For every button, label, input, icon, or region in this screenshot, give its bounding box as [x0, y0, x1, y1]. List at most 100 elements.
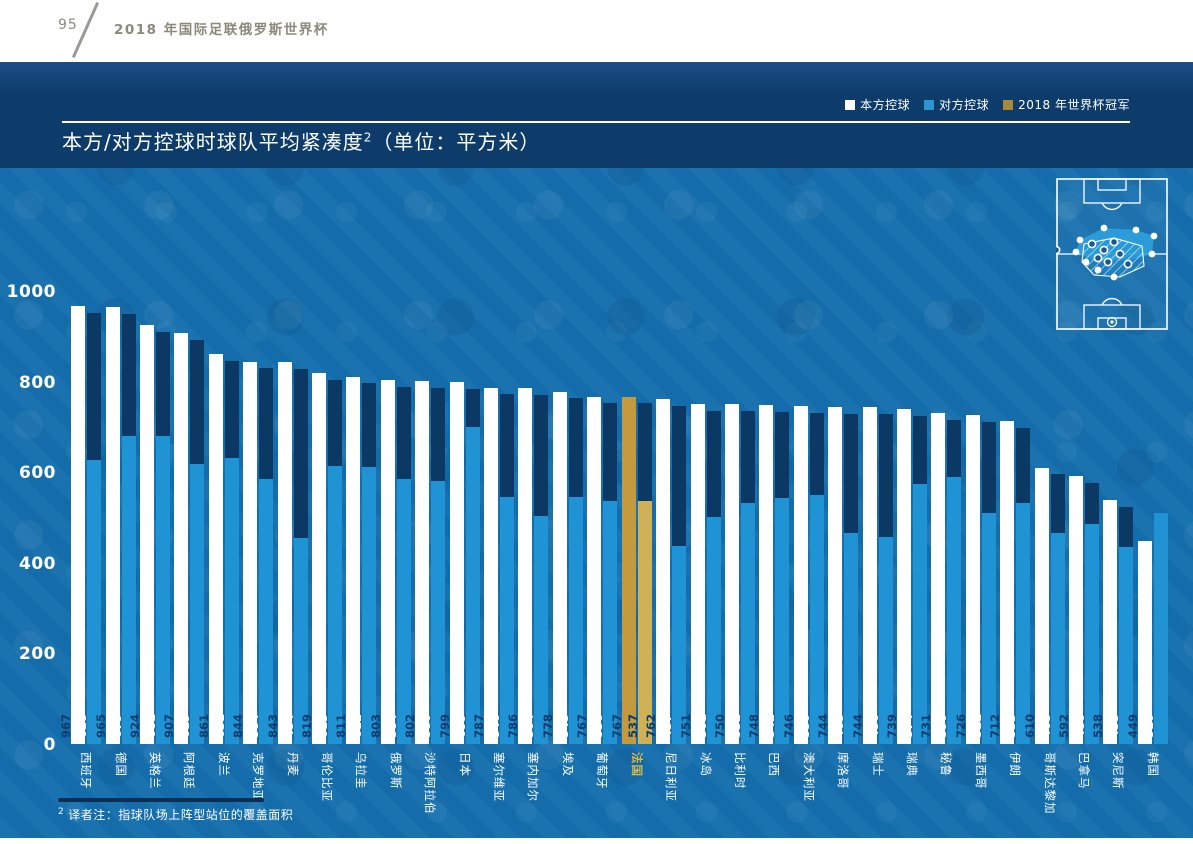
legend-swatch [845, 99, 856, 110]
bar-group: 965 679 德国 [94, 291, 137, 777]
opponent-value-label: 465 [832, 713, 847, 738]
own-possession-bar: 799 [438, 382, 464, 744]
opponent-bar-backdrop: 545 [557, 398, 583, 744]
opponent-possession-bar: 536 [591, 501, 618, 744]
team-label: 摩洛哥 [836, 752, 851, 790]
team-label: 澳大利亚 [801, 752, 816, 802]
opponent-value-label: 532 [728, 713, 743, 738]
own-possession-bar: 786 [506, 387, 533, 744]
bar-group: 731 590 秘鲁 [919, 291, 963, 777]
opponent-value-label: 550 [797, 713, 812, 738]
team-label: 埃及 [560, 752, 575, 777]
own-possession-bar: 744 [851, 406, 877, 744]
own-possession-bar: 746 [782, 406, 808, 744]
opponent-bar-backdrop: 536 [591, 403, 618, 744]
team-label: 阿根廷 [182, 752, 197, 790]
opponent-bar-backdrop: 681 [144, 332, 171, 744]
opponent-bar-backdrop: 584 [385, 387, 411, 744]
divider-line [62, 121, 1130, 123]
opponent-possession-bar: 511 [970, 512, 996, 744]
team-label: 葡萄牙 [595, 752, 610, 790]
bar-group: 767 537 法国 [610, 291, 654, 777]
own-value-label: 746 [781, 713, 796, 738]
own-value-label: 744 [850, 713, 865, 738]
own-possession-bar: 712 [988, 421, 1015, 744]
opponent-value-label: 542 [763, 713, 778, 738]
own-value-label: 767 [609, 713, 624, 738]
opponent-value-label: 537 [625, 713, 640, 738]
legend-item: 对方控球 [924, 96, 989, 113]
team-label: 法国 [629, 752, 644, 777]
opponent-possession-bar: 454 [282, 538, 308, 744]
opponent-possession-bar: 631 [213, 458, 239, 744]
opponent-bar-backdrop: 550 [798, 412, 824, 744]
opponent-value-label: 456 [866, 713, 881, 738]
own-possession-bar: 843 [266, 362, 292, 744]
opponent-value-label: 590 [935, 713, 950, 738]
chart-title-footnote-ref: 2 [363, 130, 373, 145]
own-value-label: 731 [919, 713, 934, 738]
own-value-label: 750 [712, 713, 727, 738]
own-value-label: 726 [953, 713, 968, 738]
footnote-marker: 2 [58, 807, 65, 817]
page-number: 95 [58, 17, 78, 33]
opponent-bar-backdrop: 574 [901, 416, 927, 744]
own-possession-bar: 748 [747, 405, 774, 744]
team-label: 墨西哥 [973, 752, 988, 790]
page-header-title: 2018 年国际足联俄罗斯世界杯 [114, 22, 329, 38]
opponent-possession-bar: 584 [247, 479, 274, 744]
opponent-possession-bar: 679 [110, 436, 136, 744]
opponent-bar-backdrop: 510 [1142, 512, 1168, 744]
opponent-value-label: 486 [1072, 713, 1087, 738]
opponent-bar-backdrop: 454 [282, 368, 308, 744]
opponent-possession-bar: 545 [557, 497, 583, 744]
chart-panel: 本方控球 对方控球 2018 年世界杯冠军 本方/对方控球时球队平均紧凑度2（单位：… [0, 62, 1193, 838]
own-value-label: 799 [437, 713, 452, 738]
opponent-possession-bar: 681 [144, 435, 171, 744]
own-possession-bar: 731 [919, 412, 946, 744]
bar-group: 744 456 瑞士 [851, 291, 894, 777]
opponent-bar-backdrop: 613 [316, 379, 343, 744]
bar-group: 799 699 日本 [438, 291, 481, 777]
opponent-possession-bar: 504 [522, 515, 549, 744]
chart-title-unit: （单位：平方米） [372, 130, 541, 154]
opponent-bar-backdrop: 628 [75, 312, 102, 744]
own-possession-bar: 924 [128, 325, 155, 744]
own-possession-bar: 538 [1091, 500, 1118, 744]
bar-group: 819 613 哥伦比亚 [300, 291, 344, 802]
legend-swatch [1003, 99, 1014, 110]
legend-label: 本方控球 [860, 98, 911, 112]
y-axis-tick: 1000 [6, 282, 56, 302]
legend-label: 2018 年世界杯冠军 [1018, 98, 1130, 112]
team-label: 塞内加尔 [526, 752, 541, 802]
own-value-label: 786 [506, 713, 521, 738]
own-possession-bar: 844 [231, 361, 258, 744]
team-label: 丹麦 [285, 752, 300, 777]
team-label: 日本 [457, 752, 472, 777]
team-label: 乌拉圭 [354, 752, 369, 790]
own-possession-bar: 726 [954, 415, 980, 744]
own-value-label: 744 [816, 713, 831, 738]
footnote-rule [58, 798, 264, 802]
team-label: 巴西 [767, 752, 782, 777]
bar-group: 802 580 沙特阿拉伯 [403, 291, 447, 815]
opponent-value-label: 699 [453, 713, 468, 738]
opponent-possession-bar: 590 [935, 476, 962, 744]
team-label: 冰岛 [698, 752, 713, 777]
opponent-bar-backdrop: 533 [1004, 428, 1031, 744]
opponent-bar-backdrop: 612 [350, 383, 377, 744]
bar-group: 811 612 乌拉圭 [334, 291, 378, 790]
opponent-possession-bar: 699 [454, 427, 480, 744]
opponent-value-label: 628 [75, 713, 90, 738]
team-label: 克罗地亚 [251, 752, 266, 802]
opponent-bar-backdrop: 465 [832, 413, 859, 744]
bar-group: 726 511 墨西哥 [954, 291, 998, 790]
panel-top-band [0, 62, 1193, 168]
own-value-label: 751 [678, 713, 693, 738]
opponent-value-label: 584 [384, 713, 399, 738]
own-value-label: 712 [988, 713, 1003, 738]
own-possession-bar: 751 [679, 403, 705, 744]
opponent-value-label: 619 [178, 713, 193, 738]
chart-title: 本方/对方控球时球队平均紧凑度2（单位：平方米） [62, 126, 540, 155]
opponent-value-label: 545 [556, 713, 571, 738]
